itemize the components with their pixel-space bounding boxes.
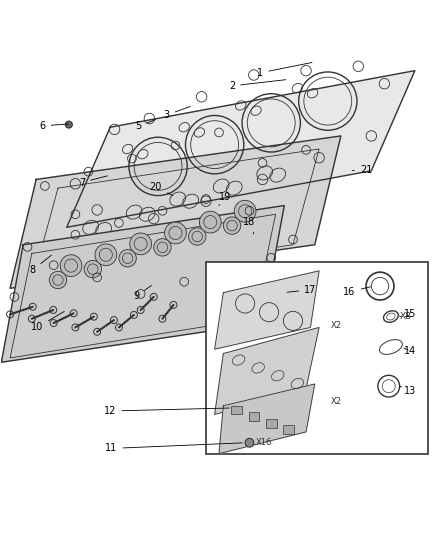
Text: 9: 9	[133, 286, 152, 301]
Circle shape	[154, 239, 171, 256]
Circle shape	[95, 244, 117, 265]
Text: 8: 8	[30, 255, 51, 275]
Text: 14: 14	[404, 346, 417, 357]
Text: 11: 11	[106, 443, 242, 454]
Polygon shape	[219, 384, 315, 454]
Text: X16: X16	[256, 438, 272, 447]
Polygon shape	[215, 327, 319, 415]
Text: 19: 19	[219, 192, 232, 206]
Text: 7: 7	[79, 176, 107, 188]
Circle shape	[119, 249, 136, 267]
Text: X8: X8	[399, 312, 411, 321]
Text: 17: 17	[287, 285, 317, 295]
Circle shape	[130, 233, 152, 255]
Bar	[231, 406, 242, 415]
Text: 2: 2	[229, 79, 286, 91]
Text: 10: 10	[31, 311, 64, 333]
Text: 21: 21	[352, 165, 372, 175]
Circle shape	[60, 255, 82, 277]
Circle shape	[84, 261, 102, 278]
Text: 18: 18	[244, 217, 256, 234]
Bar	[206, 262, 428, 454]
Text: 16: 16	[343, 287, 371, 297]
Text: X2: X2	[331, 397, 342, 406]
Circle shape	[165, 222, 186, 244]
Text: X2: X2	[331, 321, 342, 330]
Text: 15: 15	[399, 309, 417, 319]
Text: 12: 12	[104, 406, 229, 416]
Circle shape	[199, 211, 221, 233]
Bar	[249, 413, 259, 421]
Text: 1: 1	[257, 62, 312, 78]
Bar	[266, 419, 277, 427]
Circle shape	[245, 439, 254, 447]
Circle shape	[65, 121, 72, 128]
Bar	[283, 425, 294, 434]
Circle shape	[49, 271, 67, 289]
Text: 3: 3	[164, 107, 190, 120]
Circle shape	[223, 217, 241, 235]
Text: 20: 20	[150, 182, 173, 196]
Circle shape	[234, 200, 256, 222]
Circle shape	[188, 228, 206, 245]
Text: 6: 6	[40, 121, 68, 131]
Polygon shape	[67, 71, 415, 228]
Text: 13: 13	[399, 385, 417, 395]
Text: 5: 5	[135, 119, 155, 131]
Polygon shape	[215, 271, 319, 349]
Polygon shape	[1, 206, 284, 362]
Polygon shape	[10, 136, 341, 288]
